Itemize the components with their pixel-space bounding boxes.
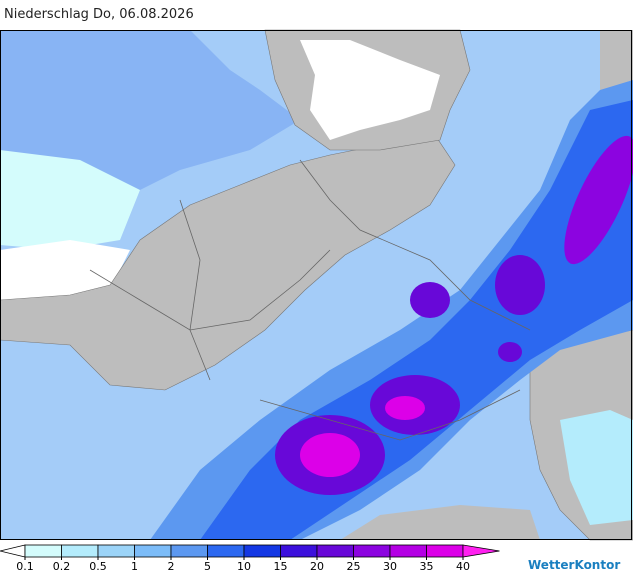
legend-tick-label: 1: [131, 560, 138, 573]
legend-tick-label: 10: [237, 560, 251, 573]
sea-no-precip: [300, 40, 440, 140]
legend-swatch: [170, 544, 208, 558]
sea-no-precip: [0, 240, 130, 300]
land-no-precip: [340, 505, 540, 540]
map-frame: [0, 30, 632, 540]
legend-swatch: [243, 544, 281, 558]
legend-tick-label: 5: [204, 560, 211, 573]
legend-tick-label: 15: [274, 560, 288, 573]
legend-swatch: [389, 544, 427, 558]
legend-swatch: [24, 544, 62, 558]
map: [0, 29, 633, 541]
legend-swatch: [316, 544, 354, 558]
legend: 0.1 0.2 0.5 1 2 5 10 15 20 25 30 35 40: [0, 544, 500, 573]
legend-tick-label: 20: [310, 560, 324, 573]
precip-core: [410, 282, 450, 318]
borders: [89, 159, 531, 441]
precip-core: [300, 433, 360, 477]
map-title: Niederschlag Do, 06.08.2026: [4, 7, 194, 22]
brand-logo: WetterKontor: [528, 558, 620, 572]
legend-swatch: [353, 544, 391, 558]
legend-swatch: [0, 544, 26, 558]
legend-swatch: [207, 544, 245, 558]
precip-core: [498, 342, 522, 362]
legend-tick-label: 40: [456, 560, 470, 573]
legend-tick-label: 2: [168, 560, 175, 573]
legend-tick-label: 0.1: [16, 560, 34, 573]
legend-swatch: [97, 544, 135, 558]
legend-swatch: [462, 544, 500, 558]
legend-tick-label: 0.5: [89, 560, 107, 573]
legend-swatch: [61, 544, 99, 558]
precip-area: [560, 410, 633, 525]
precip-core: [495, 255, 545, 315]
legend-swatch: [134, 544, 172, 558]
precip-core: [564, 135, 633, 265]
legend-tick-label: 25: [347, 560, 361, 573]
precip-area: [150, 80, 633, 540]
precip-area: [0, 150, 140, 250]
legend-swatch: [280, 544, 318, 558]
land-no-precip: [0, 134, 456, 391]
legend-tick-label: 0.2: [53, 560, 71, 573]
legend-swatch: [426, 544, 464, 558]
legend-tick-label: 35: [420, 560, 434, 573]
precip-core: [385, 396, 425, 420]
legend-tick-label: 30: [383, 560, 397, 573]
